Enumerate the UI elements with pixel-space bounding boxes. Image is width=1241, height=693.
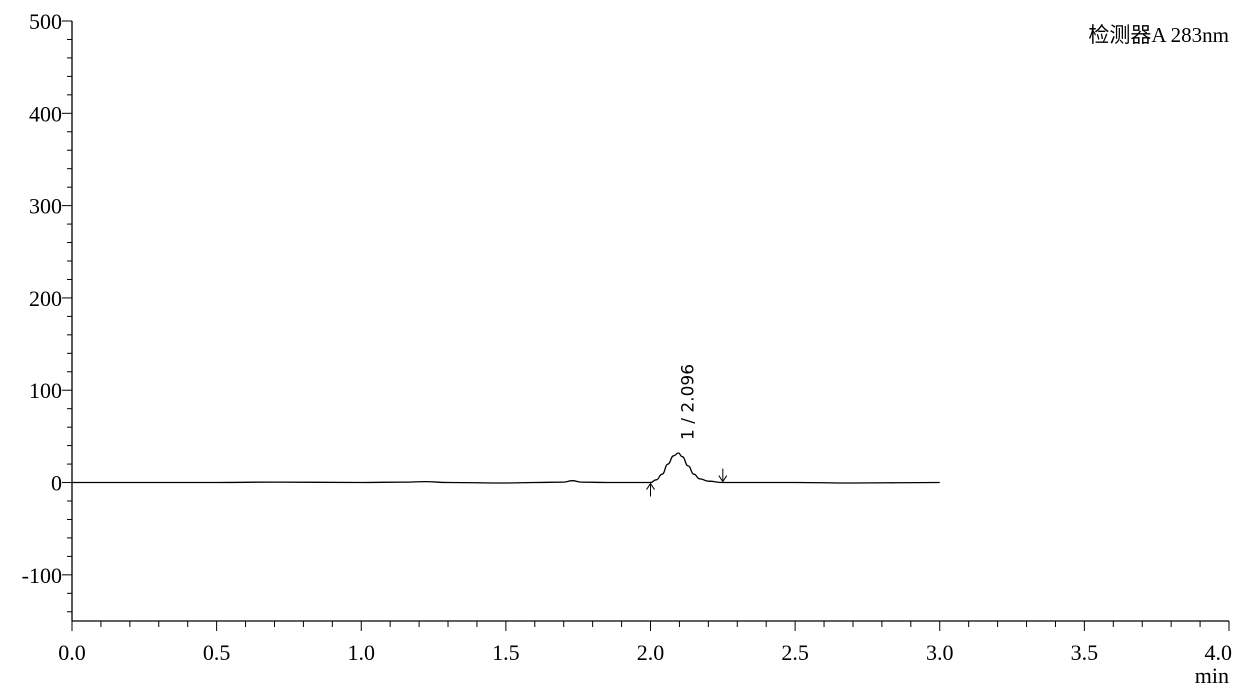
ticks	[62, 20, 1230, 631]
x-axis-unit: min	[1195, 663, 1229, 688]
peak-end-arrowhead	[718, 475, 728, 483]
x-tick-label: 1.5	[492, 640, 520, 665]
detector-label: 检测器A 283nm	[1088, 23, 1229, 47]
x-tick-label: 3.5	[1071, 640, 1099, 665]
tick-labels: 500 400 300 200 100 0 -100 0.0 0.5 1.0 1.5 2.0 2.5 3.…	[22, 9, 1232, 665]
y-tick-label: 200	[29, 286, 62, 311]
y-tick-label: 500	[29, 9, 62, 34]
y-tick-label: 0	[51, 471, 62, 496]
peak-label: 1 / 2.096	[678, 364, 698, 440]
y-tick-label: 300	[29, 194, 62, 219]
signal-trace	[72, 452, 940, 484]
y-tick-label: 100	[29, 378, 62, 403]
axes	[71, 21, 1229, 622]
x-tick-label: 1.0	[348, 640, 376, 665]
x-tick-label: 2.5	[781, 640, 809, 665]
x-tick-label: 0.5	[203, 640, 231, 665]
y-tick-label: 400	[29, 101, 62, 126]
peak-start-arrowhead	[646, 482, 655, 490]
x-tick-label: 4.0	[1205, 640, 1233, 665]
peak-marks: 1 / 2.096	[646, 364, 728, 497]
y-tick-label: -100	[22, 563, 62, 588]
x-tick-label: 2.0	[637, 640, 665, 665]
x-tick-label: 0.0	[58, 640, 86, 665]
x-tick-label: 3.0	[926, 640, 954, 665]
